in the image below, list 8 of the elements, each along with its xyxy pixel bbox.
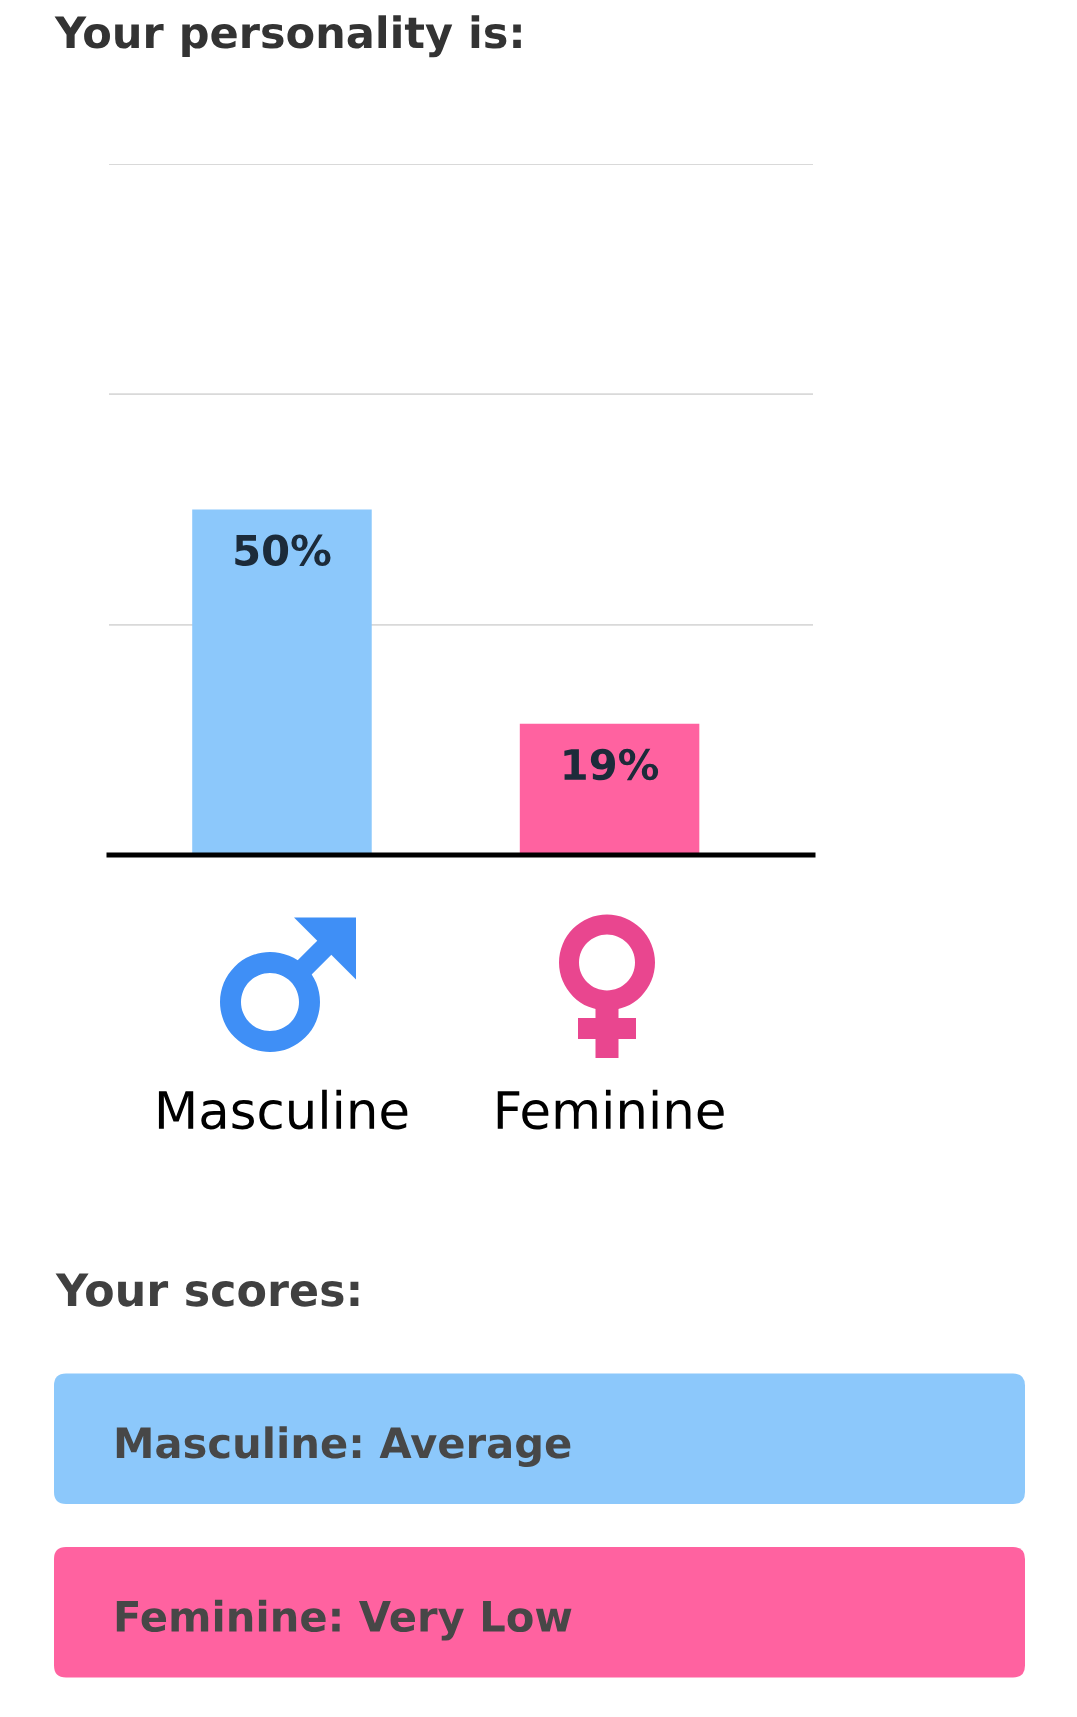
x-tick-label: Masculine (158, 1089, 408, 1130)
data-label: 19% (564, 748, 659, 781)
x-tick-label: Feminine (497, 1089, 724, 1130)
text: Masculine: Average (116, 1426, 571, 1467)
text: Your scores: (55, 1273, 359, 1307)
text: Feminine: Very Low (116, 1599, 572, 1641)
data-label: 50% (235, 534, 331, 567)
chart-title: Your personality is: (54, 15, 521, 58)
